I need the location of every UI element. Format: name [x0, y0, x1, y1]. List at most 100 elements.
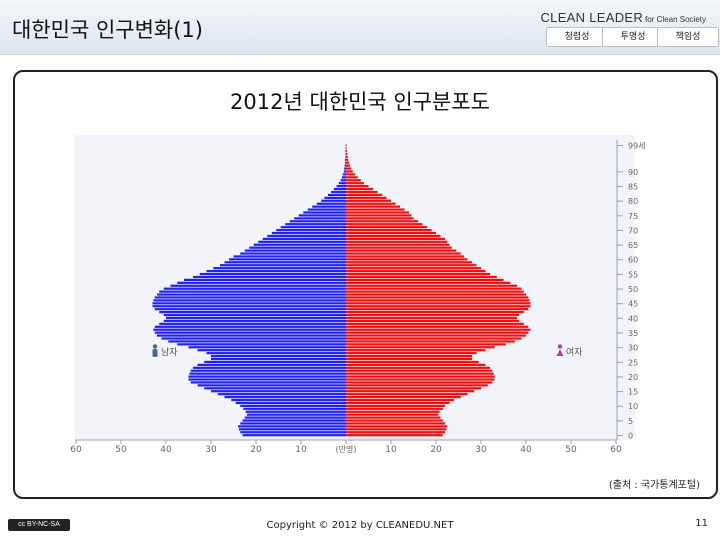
female-bar [346, 164, 351, 167]
male-bar [153, 299, 346, 302]
male-bar [213, 267, 346, 270]
female-bar [346, 176, 358, 179]
female-bar [346, 363, 486, 366]
female-bar [346, 249, 457, 252]
male-bar [244, 249, 346, 252]
female-bar [346, 352, 477, 355]
male-bar [163, 313, 346, 317]
female-bar [346, 419, 443, 422]
female-bar [346, 214, 412, 217]
male-bar [240, 422, 346, 425]
female-bar [346, 343, 506, 346]
female-bar [346, 243, 450, 246]
female-bar [346, 434, 443, 437]
female-bar [346, 393, 468, 396]
female-bar [346, 319, 520, 323]
male-bar [166, 316, 346, 320]
female-bar [346, 158, 349, 161]
female-bar [346, 155, 348, 158]
male-bar [206, 352, 346, 355]
male-bar [316, 202, 346, 205]
male-bar [276, 228, 346, 232]
male-bar [177, 281, 346, 284]
female-bar [346, 182, 364, 185]
male-bar [294, 217, 346, 220]
x-tick-label: 50 [115, 445, 127, 455]
female-bar [346, 398, 454, 402]
male-bar [233, 255, 346, 258]
chart-title: 2012년 대한민국 인구분포도 [230, 90, 490, 114]
slide-header: 대한민국 인구변화(1) CLEAN LEADER for Clean Socie… [0, 0, 720, 55]
female-bar [346, 334, 526, 337]
female-bar [346, 372, 494, 375]
tab-responsibility[interactable]: 책임성 [657, 27, 719, 47]
male-bar [159, 322, 346, 325]
male-bar [152, 305, 346, 308]
female-bar [346, 252, 461, 255]
male-bar [289, 220, 346, 223]
male-bar [177, 343, 346, 346]
female-bar [346, 167, 352, 170]
tab-integrity[interactable]: 청렴성 [546, 27, 608, 47]
male-bar [245, 410, 346, 413]
cc-license-badge[interactable]: cc BY-NC-SA [8, 519, 70, 531]
male-bar [154, 308, 346, 311]
female-bar [346, 346, 495, 349]
y-tick-label: 30 [628, 344, 638, 353]
male-bar [253, 243, 346, 246]
female-bar [346, 269, 486, 273]
male-bar [267, 234, 346, 238]
female-bar [346, 366, 490, 369]
male-bar [190, 381, 346, 384]
y-tick-label: 35 [628, 329, 638, 338]
female-bar [346, 284, 517, 287]
female-bar [346, 237, 445, 240]
female-bar [346, 384, 488, 387]
female-bar [346, 401, 450, 405]
female-bar [346, 290, 524, 293]
x-tick-label: 30 [475, 445, 487, 455]
female-bar [346, 302, 531, 305]
male-bar [333, 187, 346, 191]
female-bar [346, 308, 529, 311]
source-note: (출처 : 국가통계포털) [608, 480, 700, 491]
male-bar [197, 363, 346, 366]
female-bar [346, 354, 472, 358]
female-bar [346, 293, 526, 296]
male-bar [258, 240, 346, 243]
male-bar [271, 231, 346, 235]
female-bar [346, 149, 347, 153]
female-bar [346, 331, 529, 334]
female-bar [346, 381, 493, 384]
female-bar [346, 413, 439, 416]
female-bar [346, 316, 517, 320]
female-bar [346, 258, 468, 261]
male-bar [238, 425, 346, 428]
female-bar [346, 272, 490, 276]
female-bar [346, 311, 524, 314]
x-tick-label: 50 [565, 445, 577, 455]
female-bar [346, 234, 441, 238]
x-tick-label: 60 [610, 445, 622, 455]
y-tick-label: 25 [628, 358, 638, 367]
male-bar [161, 337, 346, 340]
male-bar [321, 199, 346, 202]
female-bar [346, 179, 361, 182]
female-bar [346, 173, 355, 176]
female-bar [346, 161, 350, 164]
female-bar [346, 205, 400, 208]
male-bar [331, 190, 346, 194]
female-bar [346, 231, 436, 235]
female-bar [346, 246, 452, 249]
female-bar [346, 267, 481, 270]
y-tick-label: 20 [628, 373, 638, 382]
male-bar [159, 311, 346, 314]
female-bar [346, 255, 464, 258]
x-tick-label: 20 [250, 445, 262, 455]
y-tick-label: 0 [628, 432, 633, 441]
female-bar [346, 325, 529, 328]
male-bar [163, 319, 346, 323]
female-bar [346, 202, 396, 205]
female-bar [346, 211, 409, 214]
male-bar [303, 211, 346, 214]
